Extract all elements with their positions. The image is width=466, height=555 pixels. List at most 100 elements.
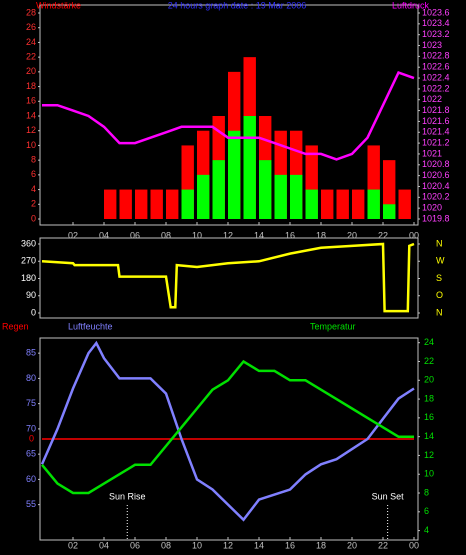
x-tick-label: 22: [378, 230, 388, 240]
x-tick-label: 14: [254, 540, 264, 550]
x-tick-label: 12: [223, 540, 233, 550]
chart-title: 24 hours graph date : 19 Mar 2006: [168, 0, 307, 10]
annotation-text: Sun Set: [372, 491, 405, 501]
y2-tick-label: 1020.2: [422, 192, 450, 202]
y2-tick-label: 1020.8: [422, 159, 450, 169]
y2-tick-label: 14: [424, 431, 434, 441]
y-tick-label: 4: [31, 184, 36, 194]
y-tick-label: 180: [21, 273, 36, 283]
wind-bar: [305, 189, 318, 219]
wind-bar: [166, 189, 179, 219]
annotation-text: Sun Rise: [109, 491, 146, 501]
y2-tick-label: 10: [424, 469, 434, 479]
y2-tick-label: 1022: [422, 94, 442, 104]
wind-bar: [290, 174, 303, 219]
wind-bar: [321, 189, 334, 219]
wind-bar: [119, 189, 132, 219]
y2-tick-label: 1022.6: [422, 62, 450, 72]
y2-tick-label: 1021: [422, 148, 442, 158]
plot-frame: [39, 337, 419, 541]
y2-tick-label: 1023.4: [422, 18, 450, 28]
y2-tick-label: 8: [424, 487, 429, 497]
y-axis-label: Windstärke: [36, 0, 81, 10]
y-tick-label: 270: [21, 256, 36, 266]
y-tick-label: 8: [31, 155, 36, 165]
y-tick-label: 0: [31, 307, 36, 317]
y2-tick-label: 1020.4: [422, 181, 450, 191]
y-tick-label: 16: [26, 96, 36, 106]
y-tick-label: 22: [26, 52, 36, 62]
x-tick-label: 04: [99, 540, 109, 550]
x-tick-label: 20: [347, 230, 357, 240]
y2-tick-label: 6: [424, 506, 429, 516]
wind-bar: [336, 189, 349, 219]
series-label: Temperatur: [310, 321, 356, 331]
wind-bar: [135, 189, 148, 219]
y2-tick-label: 12: [424, 450, 434, 460]
x-tick-label: 06: [130, 230, 140, 240]
wind-bar: [181, 189, 194, 219]
y-tick-label: 2: [31, 199, 36, 209]
y2-tick-label: 18: [424, 393, 434, 403]
x-tick-label: 08: [161, 230, 171, 240]
y3-tick-label: 0: [29, 433, 34, 443]
x-tick-label: 20: [347, 540, 357, 550]
y2-tick-label: 1021.2: [422, 137, 450, 147]
y2-tick-label: 20: [424, 375, 434, 385]
y-tick-label: 90: [26, 290, 36, 300]
series-line: [41, 359, 414, 495]
y-tick-label: 20: [26, 66, 36, 76]
x-tick-label: 10: [192, 540, 202, 550]
x-tick-label: 10: [192, 230, 202, 240]
y-tick-label: 28: [26, 7, 36, 17]
x-tick-label: 16: [285, 540, 295, 550]
wind-bar: [212, 160, 225, 219]
x-tick-label: 02: [68, 230, 78, 240]
series-label: Luftfeuchte: [68, 321, 113, 331]
x-tick-label: 14: [254, 230, 264, 240]
y-tick-label: 80: [26, 373, 36, 383]
y2-tick-label: 1021.4: [422, 127, 450, 137]
y-tick-label: 12: [26, 125, 36, 135]
y-tick-label: 360: [21, 238, 36, 248]
x-tick-label: 00: [409, 540, 419, 550]
x-tick-label: 16: [285, 230, 295, 240]
y2-tick-label: 1022.2: [422, 83, 450, 93]
y-tick-label: 60: [26, 474, 36, 484]
series-label: Regen: [2, 321, 29, 331]
x-tick-label: 06: [130, 540, 140, 550]
y-tick-label: 18: [26, 81, 36, 91]
y-tick-label: 55: [26, 499, 36, 509]
y2-tick-label: 22: [424, 356, 434, 366]
y2-tick-label: 1023: [422, 40, 442, 50]
y2-tick-label: N: [436, 307, 443, 317]
x-tick-label: 04: [99, 230, 109, 240]
series-line: [40, 340, 415, 522]
y-tick-label: 24: [26, 37, 36, 47]
y2-tick-label: 1020.6: [422, 170, 450, 180]
wind-bar: [367, 189, 380, 219]
x-tick-label: 22: [378, 540, 388, 550]
x-tick-label: 08: [161, 540, 171, 550]
y-tick-label: 75: [26, 398, 36, 408]
plot-frame: [39, 4, 419, 226]
y-tick-label: 26: [26, 22, 36, 32]
wind-bar: [383, 204, 396, 219]
wind-bar: [352, 189, 365, 219]
y2-tick-label: 1020: [422, 203, 442, 213]
wind-bar: [228, 130, 241, 219]
y2-tick-label: 1019.8: [422, 213, 450, 223]
x-tick-label: 18: [316, 540, 326, 550]
series-line: [42, 71, 415, 161]
y2-tick-label: 1022.8: [422, 51, 450, 61]
y-tick-label: 65: [26, 449, 36, 459]
y2-tick-label: 24: [424, 337, 434, 347]
x-tick-label: 02: [68, 540, 78, 550]
y2-tick-label: 1023.2: [422, 29, 450, 39]
y-tick-label: 85: [26, 348, 36, 358]
y2-tick-label: S: [436, 273, 442, 283]
wind-bar: [197, 174, 210, 219]
series-label: Luftdruck: [392, 0, 430, 10]
wind-bar: [398, 189, 411, 219]
